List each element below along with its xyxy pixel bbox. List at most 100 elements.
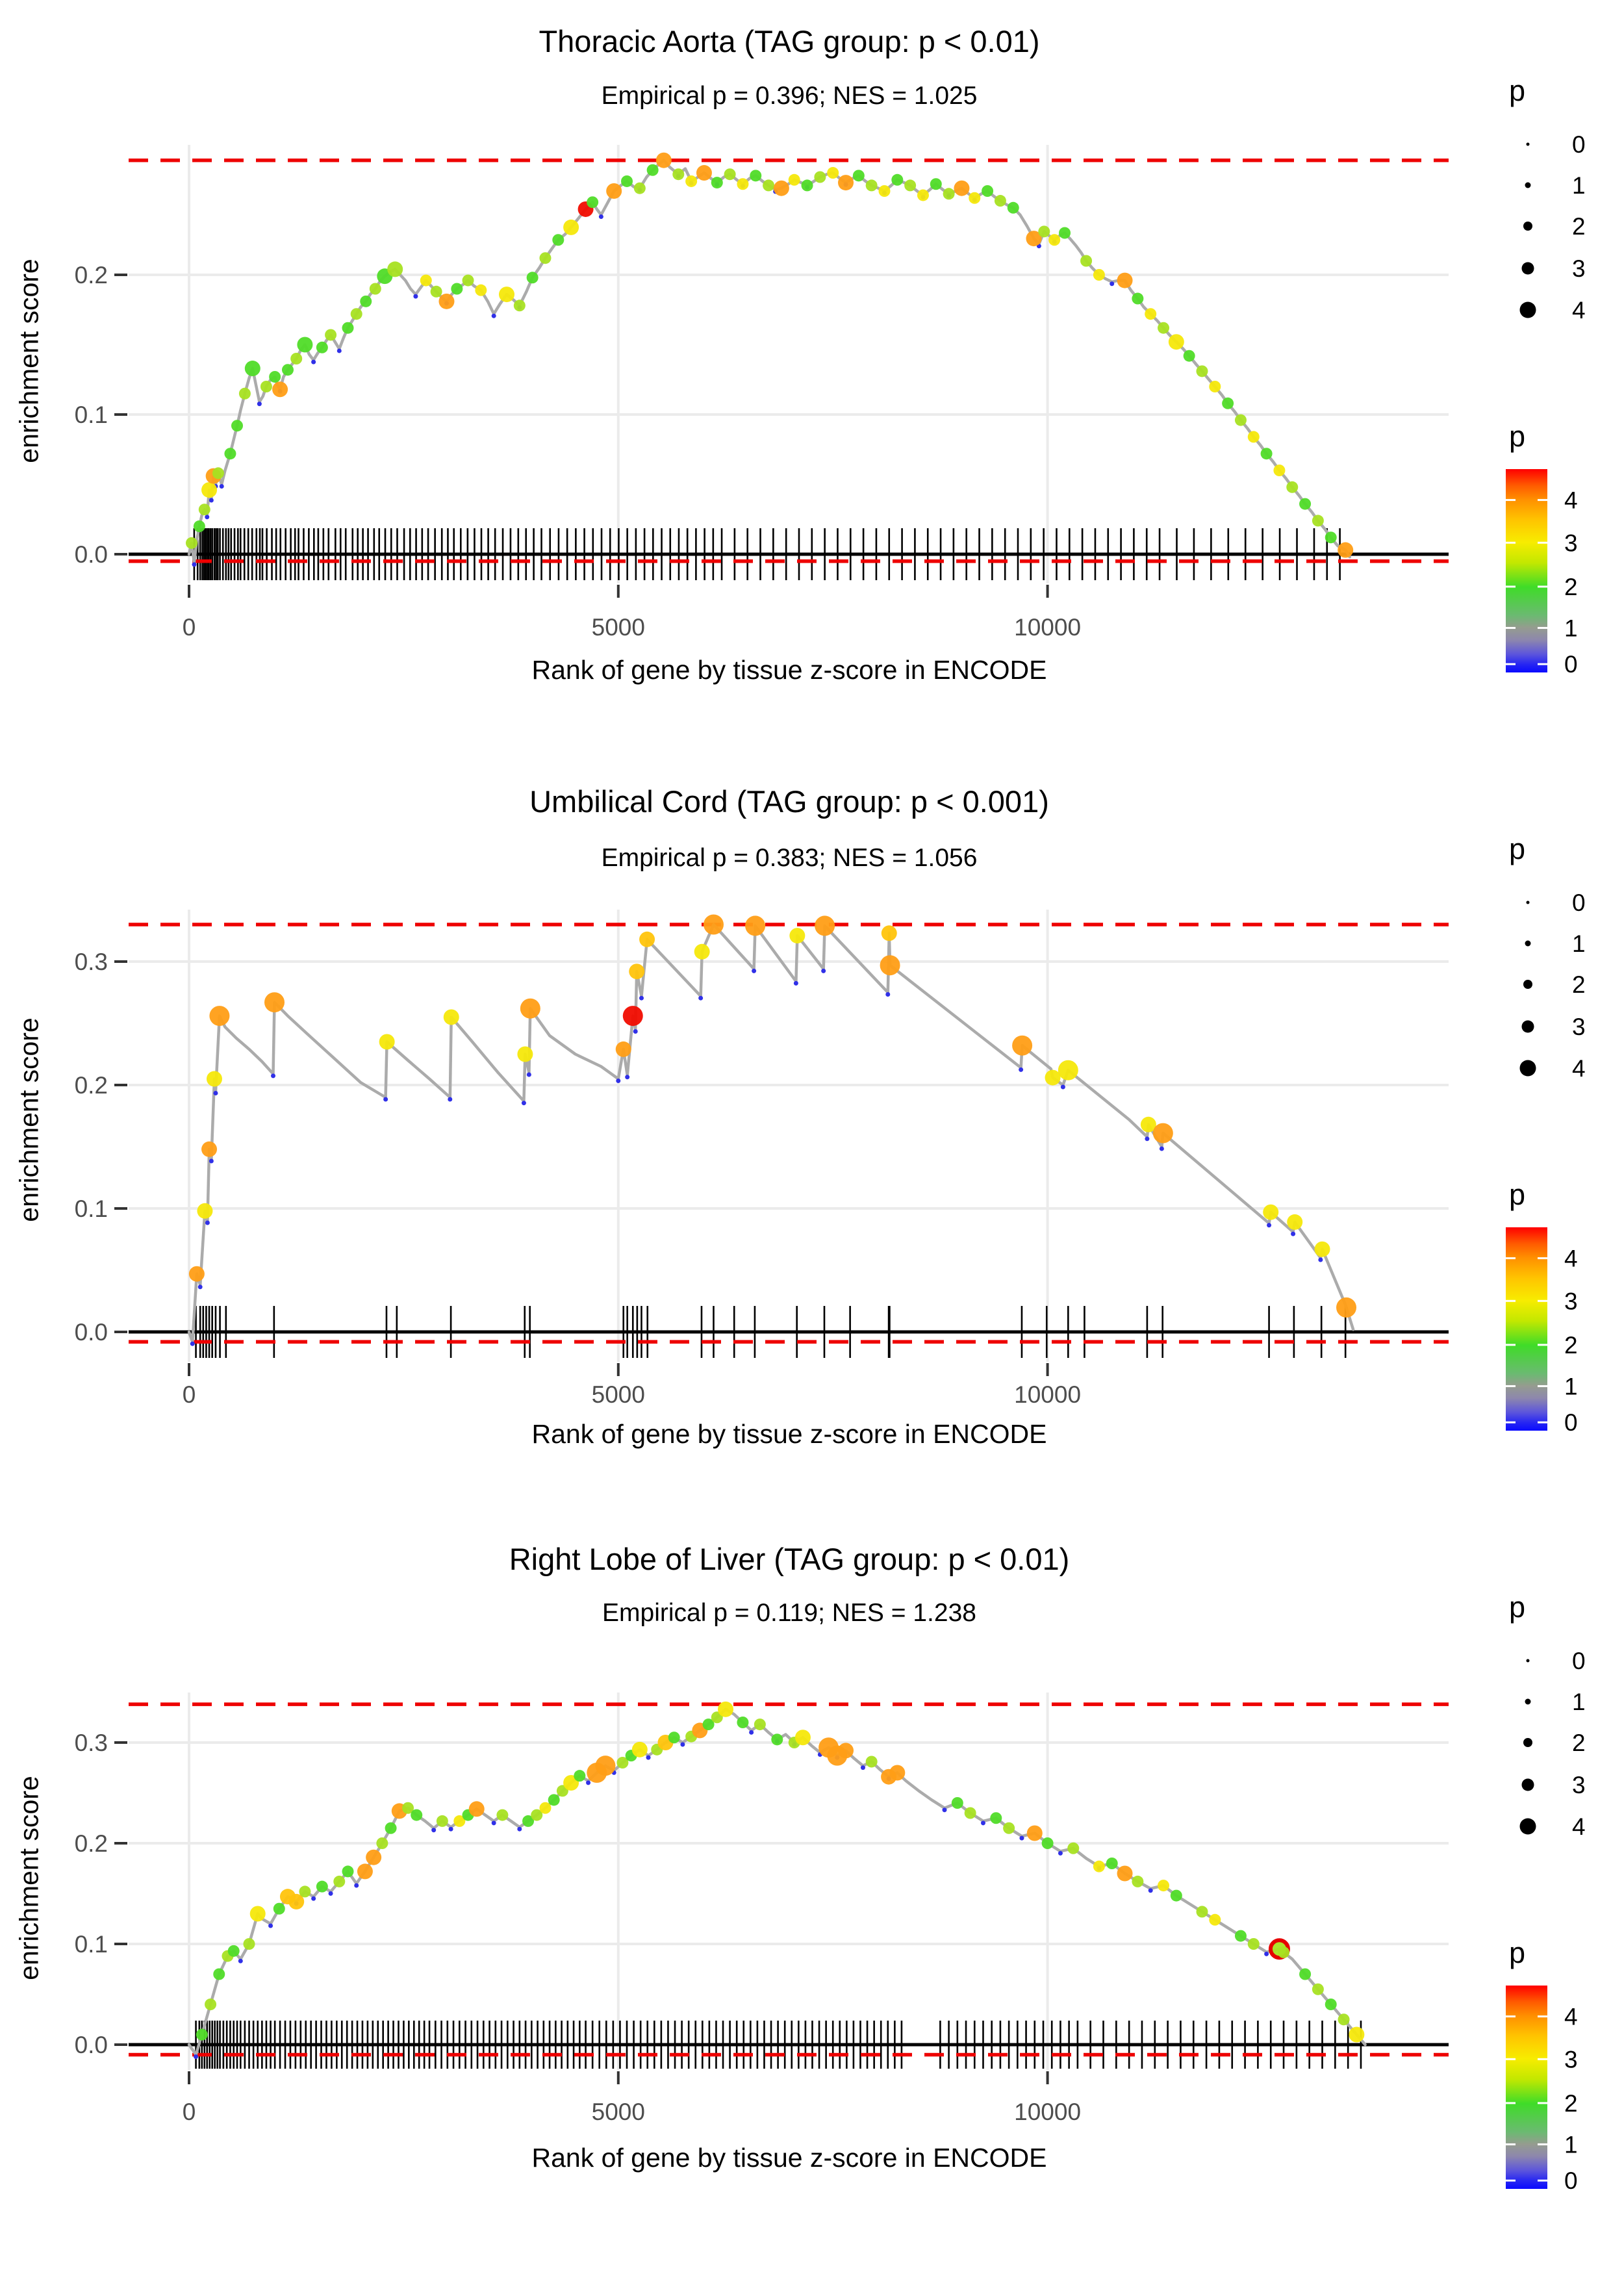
legend-colorbar-title: p [1509, 1936, 1525, 1969]
legend-size-dot-1 [1525, 182, 1531, 188]
svg-text:3: 3 [1572, 1014, 1586, 1040]
legend-size-dot-3 [1521, 1020, 1534, 1033]
svg-text:0: 0 [183, 2099, 196, 2125]
legend-point-size: p 0 1 2 3 4 [1509, 832, 1586, 1082]
legend-size-title: p [1509, 1591, 1525, 1624]
panel2-title: Umbilical Cord (TAG group: p < 0.001) [529, 784, 1049, 819]
panel1-subtitle: Empirical p = 0.396; NES = 1.025 [601, 82, 978, 110]
legend-size-dot-4 [1519, 301, 1536, 318]
enrichment-score-curve [187, 923, 1355, 1344]
svg-text:4: 4 [1564, 1246, 1578, 1272]
svg-text:1: 1 [1564, 2131, 1578, 2158]
svg-text:0.2: 0.2 [75, 262, 108, 288]
svg-text:5000: 5000 [592, 2099, 645, 2125]
legend-size-dot-2 [1523, 222, 1532, 231]
svg-text:1: 1 [1572, 172, 1586, 199]
legend-size-dot-4 [1519, 1060, 1536, 1077]
legend-colorbar: p 4 3 2 1 0 [1506, 1936, 1578, 2194]
svg-text:3: 3 [1564, 530, 1578, 556]
svg-text:0: 0 [1564, 2167, 1578, 2194]
svg-text:0: 0 [1572, 1648, 1586, 1674]
legend-size-dot-3 [1521, 1778, 1534, 1791]
legend-size-dot-1 [1525, 940, 1531, 947]
legend-size-title: p [1509, 74, 1525, 107]
legend-size-dot-0 [1526, 901, 1530, 904]
svg-text:4: 4 [1564, 2004, 1578, 2030]
enrichment-score-curve [187, 1707, 1367, 2056]
gene-hit-dots [196, 1701, 1365, 2043]
gridlines [129, 145, 1449, 583]
svg-text:2: 2 [1564, 1332, 1578, 1359]
enrichment-score-curve [187, 159, 1352, 565]
svg-text:1: 1 [1564, 615, 1578, 641]
svg-text:10000: 10000 [1014, 2099, 1081, 2125]
svg-text:4: 4 [1572, 1813, 1586, 1840]
svg-text:5000: 5000 [592, 614, 645, 641]
gridlines [129, 1693, 1449, 2070]
svg-text:1: 1 [1564, 1373, 1578, 1399]
svg-text:0.0: 0.0 [75, 541, 108, 568]
svg-text:2: 2 [1572, 971, 1586, 998]
svg-text:0.1: 0.1 [75, 402, 108, 428]
significance-dashed-lines [129, 158, 1449, 563]
svg-text:3: 3 [1572, 255, 1586, 282]
svg-text:0: 0 [1564, 651, 1578, 678]
svg-text:2: 2 [1572, 213, 1586, 240]
colorbar-gradient [1506, 1227, 1547, 1431]
significance-dashed-lines [129, 923, 1449, 1344]
legend-size-dot-2 [1523, 1738, 1532, 1747]
legend-colorbar-title: p [1509, 420, 1525, 453]
svg-text:3: 3 [1564, 1288, 1578, 1314]
svg-text:0.1: 0.1 [75, 1195, 108, 1222]
svg-text:0.1: 0.1 [75, 1931, 108, 1958]
panel1-x-axis-label: Rank of gene by tissue z-score in ENCODE [531, 655, 1047, 685]
svg-text:0.2: 0.2 [75, 1830, 108, 1857]
legend-size-dot-0 [1526, 142, 1530, 146]
legend-colorbar: p 4 3 2 1 0 [1506, 420, 1578, 678]
svg-text:0: 0 [183, 614, 196, 641]
gridlines [129, 910, 1449, 1362]
legend-colorbar-title: p [1509, 1178, 1525, 1211]
legend-point-size: p 0 1 2 3 4 [1509, 74, 1586, 324]
svg-text:4: 4 [1564, 487, 1578, 514]
svg-text:0.0: 0.0 [75, 1319, 108, 1346]
svg-text:10000: 10000 [1014, 1381, 1081, 1408]
svg-text:0.3: 0.3 [75, 1730, 108, 1756]
zero-p-gene-dots [190, 968, 1323, 1346]
legend-size-dot-4 [1519, 1818, 1536, 1835]
panel1-title: Thoracic Aorta (TAG group: p < 0.01) [539, 24, 1040, 58]
svg-text:0.2: 0.2 [75, 1072, 108, 1099]
svg-text:2: 2 [1564, 574, 1578, 600]
svg-text:1: 1 [1572, 930, 1586, 957]
panel3-x-axis-label: Rank of gene by tissue z-score in ENCODE [531, 2143, 1047, 2173]
legend-size-dot-2 [1523, 980, 1532, 989]
axes: 0 5000 10000 0.0 0.1 0.2 0.3 [75, 1730, 1081, 2125]
panel3-subtitle: Empirical p = 0.119; NES = 1.238 [602, 1599, 976, 1627]
significance-dashed-lines [129, 1702, 1449, 2057]
zero-p-gene-dots [192, 173, 1115, 567]
svg-text:1: 1 [1572, 1689, 1586, 1715]
axes: 0 5000 10000 0.0 0.1 0.2 0.3 [75, 949, 1081, 1408]
svg-text:4: 4 [1572, 1055, 1586, 1082]
svg-text:10000: 10000 [1014, 614, 1081, 641]
svg-text:0: 0 [1572, 131, 1586, 158]
colorbar-gradient [1506, 1986, 1547, 2189]
legend-size-dot-3 [1521, 262, 1534, 275]
svg-text:2: 2 [1564, 2090, 1578, 2117]
axes: 0 5000 10000 0.0 0.1 0.2 [75, 262, 1081, 641]
svg-text:2: 2 [1572, 1730, 1586, 1756]
svg-text:0: 0 [1564, 1409, 1578, 1436]
gsea-panel-1: 0 5000 10000 0.0 0.1 0.2 p 0 1 2 3 4 p 4 3 2 1 0 [75, 74, 1586, 678]
legend-size-dot-0 [1526, 1659, 1530, 1663]
gsea-panel-2: 0 5000 10000 0.0 0.1 0.2 0.3 p 0 1 2 3 4 p 4 3 2 1 0 [75, 832, 1586, 1436]
svg-text:0: 0 [1572, 889, 1586, 916]
legend-point-size: p 0 1 2 3 4 [1509, 1591, 1586, 1840]
legend-size-dot-1 [1525, 1698, 1531, 1705]
svg-text:3: 3 [1572, 1772, 1586, 1798]
panel2-subtitle: Empirical p = 0.383; NES = 1.056 [601, 844, 978, 872]
svg-text:0.0: 0.0 [75, 2032, 108, 2058]
gsea-panel-3: 0 5000 10000 0.0 0.1 0.2 0.3 p 0 1 2 3 4 p 4 3 2 1 0 [75, 1591, 1586, 2194]
zero-p-gene-dots [194, 1730, 1269, 2059]
